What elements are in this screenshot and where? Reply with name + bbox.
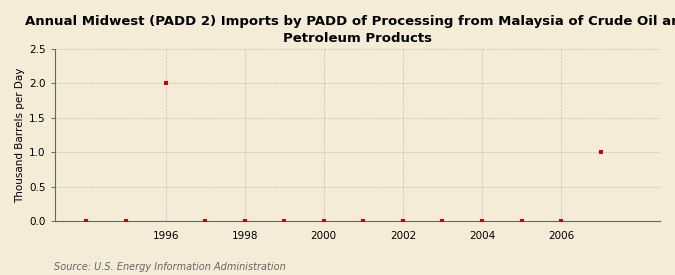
Point [81, 219, 92, 223]
Text: Source: U.S. Energy Information Administration: Source: U.S. Energy Information Administ… [54, 262, 286, 272]
Point [437, 219, 448, 223]
Point [595, 150, 606, 154]
Point [160, 81, 171, 86]
Point [239, 219, 250, 223]
Point [200, 219, 211, 223]
Point [358, 219, 369, 223]
Point [279, 219, 290, 223]
Title: Annual Midwest (PADD 2) Imports by PADD of Processing from Malaysia of Crude Oil: Annual Midwest (PADD 2) Imports by PADD … [25, 15, 675, 45]
Point [121, 219, 132, 223]
Y-axis label: Thousand Barrels per Day: Thousand Barrels per Day [15, 67, 25, 203]
Point [516, 219, 527, 223]
Point [477, 219, 487, 223]
Point [398, 219, 408, 223]
Point [319, 219, 329, 223]
Point [556, 219, 566, 223]
